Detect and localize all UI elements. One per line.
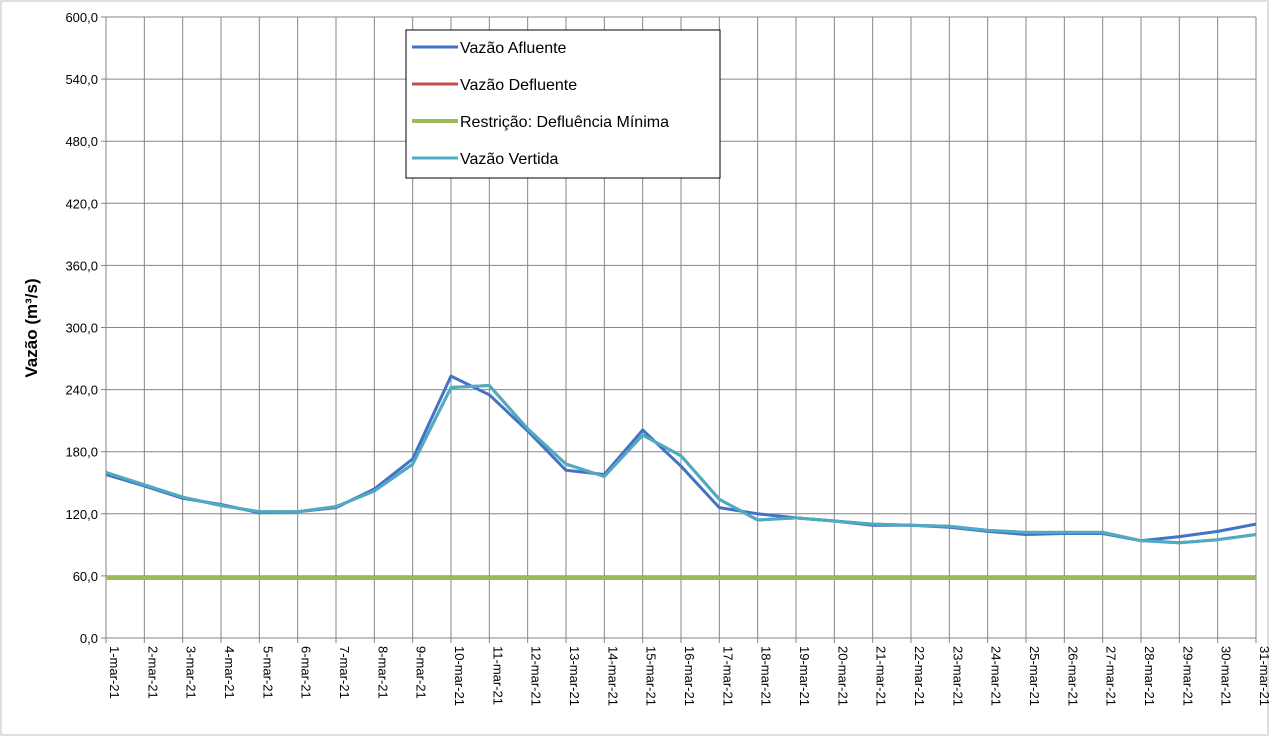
legend: Vazão Afluente Vazão Defluente Restrição: … [405,29,721,179]
x-tick-label: 7-mar-21 [337,646,352,699]
x-tick-label: 29-mar-21 [1180,646,1195,706]
x-tick-label: 4-mar-21 [222,646,237,699]
y-tick-label: 120,0 [65,507,98,522]
x-tick-label: 21-mar-21 [874,646,889,706]
x-tick-label: 3-mar-21 [184,646,199,699]
x-tick-label: 12-mar-21 [529,646,544,706]
x-tick-label: 14-mar-21 [605,646,620,706]
x-tick-label: 5-mar-21 [260,646,275,699]
x-tick-label: 1-mar-21 [107,646,122,699]
y-tick-label: 540,0 [65,72,98,87]
legend-label: Restrição: Defluência Mínima [460,114,669,131]
legend-label: Vazão Afluente [460,40,567,57]
x-tick-label: 15-mar-21 [644,646,659,706]
y-tick-label: 420,0 [65,196,98,211]
x-tick-label: 18-mar-21 [759,646,774,706]
x-tick-label: 10-mar-21 [452,646,467,706]
legend-box [405,29,721,179]
x-tick-label: 25-mar-21 [1027,646,1042,706]
x-tick-label: 8-mar-21 [375,646,390,699]
legend-label: Vazão Defluente [460,77,577,94]
legend-label: Vazão Vertida [460,151,559,168]
x-tick-label: 30-mar-21 [1219,646,1234,706]
x-tick-label: 17-mar-21 [720,646,735,706]
x-tick-label: 2-mar-21 [145,646,160,699]
x-tick-label: 20-mar-21 [835,646,850,706]
x-tick-label: 27-mar-21 [1104,646,1119,706]
x-tick-label: 22-mar-21 [912,646,927,706]
axes [101,16,1257,643]
y-axis-ticks: 0,0 60,0 120,0 180,0 240,0 300,0 360,0 420,0 480… [65,10,98,646]
y-tick-label: 600,0 [65,10,98,25]
y-tick-label: 180,0 [65,445,98,460]
x-tick-label: 28-mar-21 [1142,646,1157,706]
y-tick-label: 0,0 [80,631,98,646]
x-tick-label: 9-mar-21 [414,646,429,699]
x-tick-label: 11-mar-21 [490,646,505,705]
y-tick-label: 360,0 [65,258,98,273]
y-tick-label: 300,0 [65,321,98,336]
x-tick-label: 26-mar-21 [1065,646,1080,706]
x-tick-label: 6-mar-21 [299,646,314,699]
y-tick-label: 480,0 [65,134,98,149]
y-tick-label: 240,0 [65,383,98,398]
x-tick-label: 31-mar-21 [1257,646,1270,706]
series-lines [105,374,1257,580]
x-axis-ticks: 1-mar-21 2-mar-21 3-mar-21 4-mar-21 5-mar-21… [107,646,1270,706]
y-tick-label: 60,0 [73,569,98,584]
x-tick-label: 19-mar-21 [797,646,812,706]
x-tick-label: 13-mar-21 [567,646,582,706]
x-tick-label: 23-mar-21 [950,646,965,706]
x-tick-label: 24-mar-21 [989,646,1004,706]
y-axis-label: Vazão (m³/s) [22,278,41,377]
series-line-4 [105,384,1257,545]
x-tick-label: 16-mar-21 [682,646,697,706]
